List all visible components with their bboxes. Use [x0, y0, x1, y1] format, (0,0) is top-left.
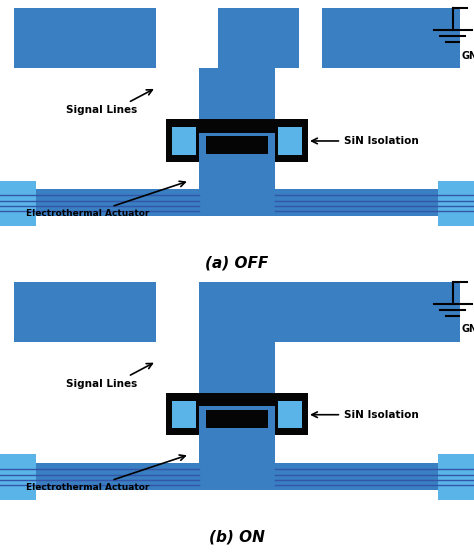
Bar: [199, 69, 275, 123]
Bar: [218, 282, 460, 342]
Bar: [14, 282, 156, 342]
Bar: [166, 119, 308, 161]
Text: Signal Lines: Signal Lines: [66, 379, 137, 389]
Text: GND: GND: [462, 325, 474, 335]
Text: (b) ON: (b) ON: [209, 529, 265, 544]
Bar: [0, 455, 36, 499]
Bar: [438, 455, 474, 499]
Bar: [0, 181, 36, 226]
Bar: [199, 133, 275, 160]
Bar: [199, 282, 275, 397]
Bar: [199, 160, 275, 200]
Text: GND: GND: [462, 51, 474, 61]
Bar: [0, 463, 474, 490]
Bar: [199, 406, 275, 434]
Bar: [278, 401, 302, 429]
Text: (a) OFF: (a) OFF: [205, 255, 269, 270]
Bar: [0, 189, 474, 216]
Bar: [322, 8, 460, 69]
Bar: [438, 181, 474, 226]
Text: Electrothermal Actuator: Electrothermal Actuator: [26, 483, 149, 492]
Bar: [206, 136, 268, 154]
Text: SiN Isolation: SiN Isolation: [344, 410, 419, 420]
Bar: [172, 401, 196, 429]
Bar: [166, 393, 308, 435]
Text: SiN Isolation: SiN Isolation: [344, 136, 419, 146]
Text: Signal Lines: Signal Lines: [66, 106, 137, 116]
Bar: [172, 127, 196, 155]
Text: Electrothermal Actuator: Electrothermal Actuator: [26, 210, 149, 218]
Bar: [206, 410, 268, 427]
Bar: [14, 8, 156, 69]
Bar: [199, 434, 275, 473]
Bar: [218, 8, 299, 69]
Bar: [278, 127, 302, 155]
